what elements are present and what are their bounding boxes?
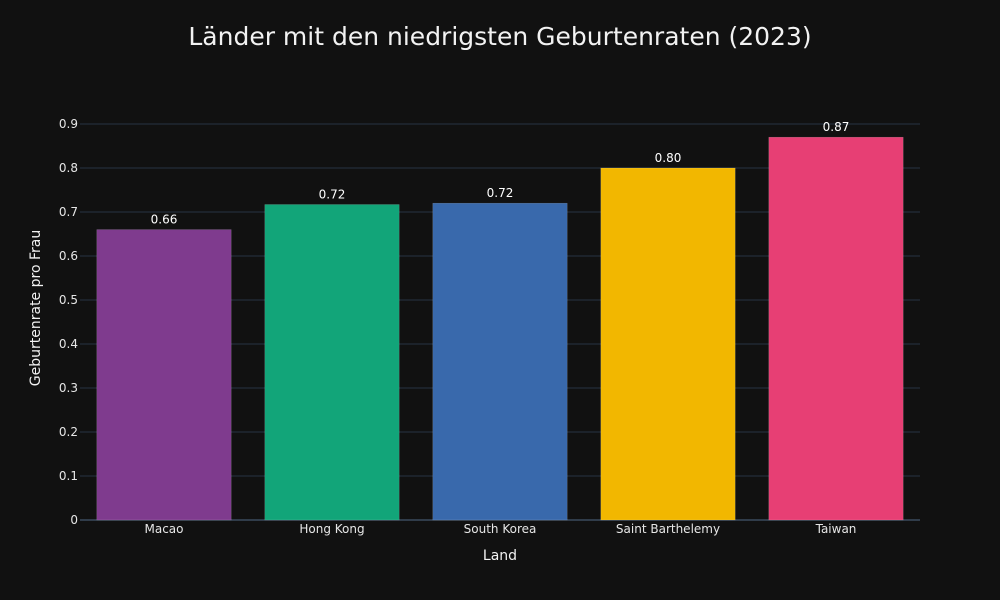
y-tick-label: 0.5 [59,293,78,307]
chart-title: Länder mit den niedrigsten Geburtenraten… [188,22,812,51]
y-tick-label: 0.4 [59,337,78,351]
x-tick-label: Saint Barthelemy [616,522,720,536]
x-tick-label: South Korea [464,522,537,536]
data-label: 0.80 [655,151,682,165]
bar[interactable] [96,229,232,521]
bar[interactable] [600,167,736,521]
bars [96,136,904,521]
y-tick-label: 0.9 [59,117,78,131]
data-labels: 0.66 0.72 0.72 0.80 0.87 [151,120,850,226]
data-label: 0.66 [151,213,178,227]
x-tick-labels: Macao Hong Kong South Korea Saint Barthelem… [145,522,857,536]
x-tick-label: Hong Kong [299,522,364,536]
y-tick-labels: 0 0.1 0.2 0.3 0.4 0.5 0.6 0.7 0.8 0.9 [59,117,78,527]
x-tick-label: Macao [145,522,184,536]
bar[interactable] [432,202,568,521]
bar[interactable] [264,204,400,521]
y-tick-label: 0.6 [59,249,78,263]
y-tick-label: 0.3 [59,381,78,395]
x-tick-label: Taiwan [815,522,857,536]
y-tick-label: 0.1 [59,469,78,483]
data-label: 0.87 [823,120,850,134]
y-tick-label: 0.7 [59,205,78,219]
x-axis-title: Land [483,548,517,564]
y-tick-label: 0 [70,513,78,527]
y-tick-label: 0.2 [59,425,78,439]
data-label: 0.72 [487,186,514,200]
data-label: 0.72 [319,188,346,202]
bar[interactable] [768,136,904,521]
y-tick-label: 0.8 [59,161,78,175]
y-axis-title: Geburtenrate pro Frau [28,230,44,386]
